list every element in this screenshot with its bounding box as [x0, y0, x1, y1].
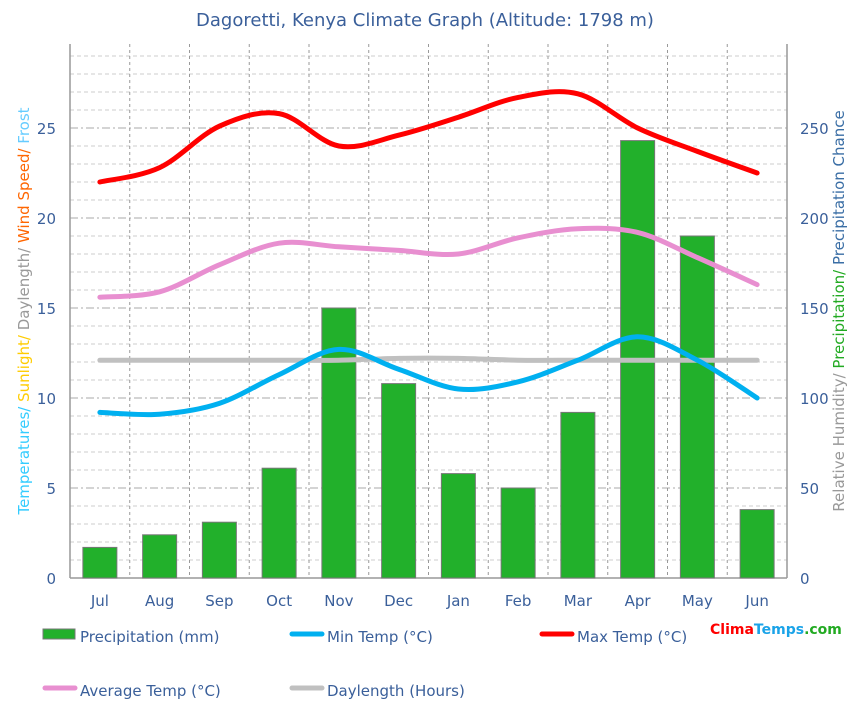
- precipitation-bar: [262, 468, 296, 578]
- climatemps-logo: ClimaTemps.com: [710, 622, 842, 638]
- left-tick-label: 25: [37, 120, 56, 138]
- x-tick-label: Jul: [90, 592, 109, 610]
- x-tick-label: May: [682, 592, 713, 610]
- legend-label: Min Temp (°C): [327, 628, 433, 646]
- precipitation-bar: [501, 488, 535, 578]
- right-tick-label: 100: [800, 390, 829, 408]
- precipitation-bar: [561, 412, 595, 578]
- right-tick-label: 0: [800, 570, 810, 588]
- daylength-line: [100, 358, 757, 360]
- right-axis-label-part: Relative Humidity/: [830, 369, 848, 512]
- x-tick-label: Jan: [446, 592, 470, 610]
- precipitation-bar: [680, 236, 714, 578]
- logo-part: Clima: [710, 622, 754, 638]
- x-tick-label: Sep: [205, 592, 233, 610]
- left-tick-label: 15: [37, 300, 56, 318]
- precipitation-bar: [740, 510, 774, 578]
- right-axis-label-part: Precipitation/: [830, 265, 848, 369]
- left-tick-label: 10: [37, 390, 56, 408]
- left-tick-label: 20: [37, 210, 56, 228]
- legend-label: Average Temp (°C): [80, 682, 221, 700]
- right-axis-label: Relative Humidity/ Precipitation/ Precip…: [830, 110, 848, 511]
- left-tick-label: 5: [46, 480, 56, 498]
- precipitation-bar: [382, 384, 416, 578]
- right-tick-label: 50: [800, 480, 819, 498]
- precipitation-bar: [441, 474, 475, 578]
- x-tick-label: Jun: [744, 592, 768, 610]
- left-axis-label-part: Wind Speed/: [15, 144, 33, 243]
- left-axis-label: Temperatures/ Sunlight/ Daylength/ Wind …: [15, 107, 33, 515]
- precipitation-bar: [202, 522, 236, 578]
- precipitation-bar: [83, 547, 117, 578]
- logo-part: Temps: [754, 622, 804, 638]
- right-tick-label: 150: [800, 300, 829, 318]
- left-tick-label: 0: [46, 570, 56, 588]
- x-tick-label: Apr: [625, 592, 652, 610]
- x-tick-label: Feb: [505, 592, 532, 610]
- left-axis-label-part: Daylength/: [15, 243, 33, 330]
- left-axis-label-part: Temperatures/: [15, 402, 33, 516]
- x-tick-label: Oct: [266, 592, 292, 610]
- legend-label: Max Temp (°C): [577, 628, 687, 646]
- right-tick-label: 200: [800, 210, 829, 228]
- logo-part: .com: [804, 622, 842, 638]
- x-tick-label: Mar: [564, 592, 593, 610]
- legend-swatch-precipitation: [43, 629, 75, 639]
- x-tick-label: Nov: [324, 592, 353, 610]
- x-tick-label: Aug: [145, 592, 174, 610]
- legend-label: Daylength (Hours): [327, 682, 465, 700]
- left-axis-label-part: Frost: [15, 107, 33, 143]
- right-tick-label: 250: [800, 120, 829, 138]
- right-axis-label-part: Precipitation Chance: [830, 110, 848, 265]
- precipitation-bar: [143, 535, 177, 578]
- chart-title: Dagoretti, Kenya Climate Graph (Altitude…: [196, 10, 654, 31]
- legend-label: Precipitation (mm): [80, 628, 219, 646]
- x-tick-label: Dec: [384, 592, 413, 610]
- left-axis-label-part: Sunlight/: [15, 330, 33, 402]
